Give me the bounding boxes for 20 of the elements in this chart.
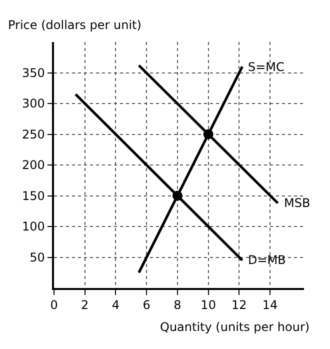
x-tick-label: 12 [232,298,247,312]
x-tick-label: 0 [50,298,58,312]
y-tick-label: 350 [22,66,45,80]
y-tick-label: 100 [22,220,45,234]
x-tick-label: 14 [262,298,278,312]
series-label: D=MB [248,253,286,267]
y-tick-label: 200 [22,158,45,172]
y-tick-label: 50 [30,250,45,264]
y-tick-label: 300 [22,96,45,111]
y-tick-label: 150 [22,188,45,203]
series-label: S=MC [248,60,284,74]
y-tick-label: 250 [22,127,45,142]
y-axis-title: Price (dollars per unit) [8,18,142,32]
x-tick-label: 2 [81,298,89,312]
x-tick-label: 8 [174,298,182,312]
x-tick-label: 10 [200,298,216,312]
series-label: MSB [284,196,310,210]
x-tick-label: 4 [112,298,120,312]
x-axis-title: Quantity (units per hour) [160,320,310,334]
x-tick-label: 6 [142,298,150,312]
